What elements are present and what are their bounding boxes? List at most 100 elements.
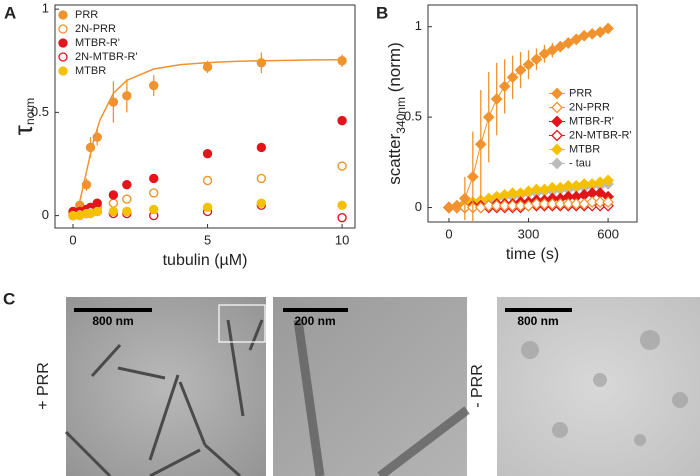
x-tick-label: 0 <box>445 226 452 241</box>
marker <box>490 199 503 212</box>
marker <box>202 148 213 159</box>
marker <box>451 199 463 212</box>
marker <box>122 179 132 190</box>
legend-label: PRR <box>569 87 592 99</box>
marker <box>562 198 575 210</box>
legend-label: 2N-MTBR-R' <box>569 129 632 141</box>
marker <box>498 199 511 212</box>
legend-marker <box>58 52 68 62</box>
legend-marker <box>551 129 563 142</box>
marker <box>538 198 551 210</box>
marker <box>202 62 213 72</box>
x-tick-label: 5 <box>204 232 211 247</box>
marker <box>570 33 583 46</box>
marker <box>443 201 455 214</box>
y-tick-label: 1 <box>42 1 49 16</box>
marker <box>498 80 511 93</box>
marker <box>81 179 92 190</box>
marker <box>514 64 527 76</box>
marker <box>562 37 575 49</box>
marker <box>586 196 599 208</box>
x-axis-label: tubulin (µM) <box>163 252 248 269</box>
marker <box>108 190 119 200</box>
marker <box>459 192 471 205</box>
marker <box>122 91 132 101</box>
marker <box>602 196 614 208</box>
marker <box>256 198 267 208</box>
marker <box>578 178 591 190</box>
scale-label: 800 nm <box>92 314 133 328</box>
marker <box>337 200 347 210</box>
x-tick-label: 10 <box>335 232 349 247</box>
marker <box>337 212 347 223</box>
marker <box>149 173 159 184</box>
panel-label: C <box>3 289 15 308</box>
y-axis-label: scatter340nm (norm) <box>385 42 408 185</box>
marker <box>337 115 347 126</box>
filaments <box>64 319 264 476</box>
image-label: + PRR <box>35 362 52 410</box>
legend-marker <box>551 115 563 128</box>
marker <box>570 198 583 210</box>
y-axis-label: τnorm <box>8 98 38 136</box>
marker <box>202 175 213 186</box>
panel-label: A <box>4 3 16 22</box>
legend-marker <box>551 87 563 100</box>
marker <box>482 111 495 123</box>
marker <box>122 194 132 204</box>
marker <box>602 174 614 187</box>
marker <box>337 161 347 171</box>
fit-line <box>72 58 343 216</box>
legend-label: MTBR-R' <box>569 115 614 127</box>
marker <box>256 58 267 68</box>
legend-marker <box>551 157 563 170</box>
marker <box>337 56 347 66</box>
legend-label: 2N-PRR <box>569 101 610 113</box>
marker <box>562 179 575 192</box>
marker <box>149 188 159 198</box>
marker <box>108 198 119 208</box>
marker <box>149 80 159 91</box>
legend-marker <box>551 143 563 156</box>
x-tick-label: 0 <box>69 232 76 247</box>
marker <box>594 26 606 38</box>
y-tick-label: 0.5 <box>31 104 49 119</box>
legend-label: MTBR <box>75 65 106 77</box>
y-tick-label: 0 <box>42 207 49 222</box>
marker <box>92 132 102 142</box>
marker <box>530 198 543 210</box>
marker <box>538 47 551 60</box>
legend-marker <box>58 38 68 48</box>
inset-box <box>218 304 266 343</box>
legend-label: 2N-MTBR-R' <box>75 51 138 63</box>
marker <box>506 71 519 84</box>
marker <box>514 199 527 212</box>
y-tick-label: 0 <box>415 199 422 214</box>
legend-label: 2N-PRR <box>75 23 116 35</box>
marker <box>554 40 567 53</box>
filaments <box>293 319 470 476</box>
legend-marker <box>551 101 563 114</box>
marker <box>506 199 519 212</box>
scale-label: 200 nm <box>294 314 335 328</box>
aggregates <box>521 330 688 446</box>
marker <box>490 93 503 105</box>
marker <box>108 97 119 107</box>
panel-label: B <box>376 3 388 22</box>
marker <box>482 199 495 212</box>
marker <box>85 142 96 153</box>
marker <box>506 187 519 199</box>
micrograph <box>66 297 266 476</box>
scale-label: 800 nm <box>517 314 558 328</box>
marker <box>586 28 599 40</box>
marker <box>546 44 559 57</box>
marker <box>256 173 267 184</box>
y-label-main: scatter <box>385 133 404 184</box>
x-axis-label: time (s) <box>506 246 559 263</box>
marker <box>530 183 543 196</box>
image-label: - PRR <box>469 364 486 408</box>
marker <box>108 206 119 217</box>
marker <box>256 142 267 153</box>
legend-label: - tau <box>569 157 591 169</box>
y-tick-label: 0.5 <box>404 109 422 124</box>
